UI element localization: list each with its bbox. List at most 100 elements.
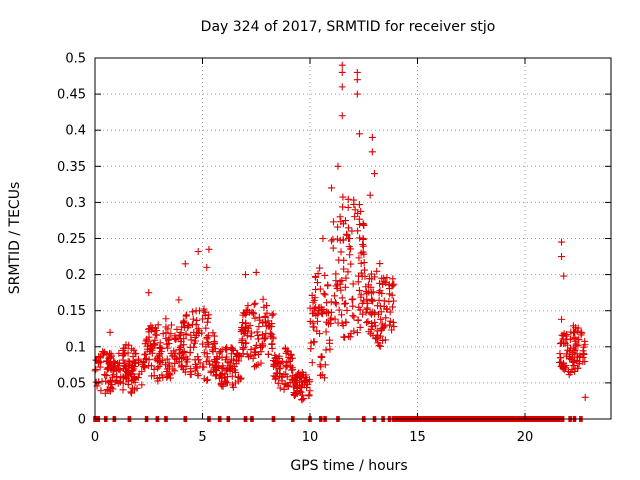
data-point: [572, 340, 580, 348]
data-point: [345, 243, 353, 251]
data-point: [336, 236, 344, 244]
data-point: [124, 381, 132, 389]
data-point: [321, 272, 329, 280]
data-point: [164, 365, 172, 373]
data-point: [332, 270, 340, 278]
data-point: [250, 301, 258, 309]
data-point: [166, 374, 174, 382]
data-point: [191, 337, 199, 345]
data-point: [223, 344, 231, 352]
data-point: [338, 276, 346, 284]
data-point: [229, 381, 236, 389]
data-point: [310, 323, 318, 331]
data-point: [570, 328, 578, 336]
x-axis-label: GPS time / hours: [290, 458, 407, 474]
data-point: [581, 358, 589, 366]
data-point: [224, 379, 232, 387]
data-point: [164, 325, 172, 333]
data-point: [380, 277, 388, 285]
data-point: [213, 354, 221, 362]
data-point: [580, 350, 588, 358]
data-point: [360, 259, 368, 267]
data-point: [293, 386, 301, 394]
data-point: [344, 224, 352, 232]
data-point: [306, 317, 314, 325]
data-point: [382, 314, 390, 322]
data-point: [95, 378, 103, 386]
y-tick-label: 0.5: [65, 52, 86, 67]
data-point: [141, 364, 149, 372]
data-point: [262, 334, 270, 342]
data-point: [323, 299, 331, 307]
data-point: [234, 352, 242, 360]
data-point: [148, 372, 156, 380]
data-point: [354, 227, 362, 235]
data-point: [148, 346, 156, 354]
data-point: [178, 362, 186, 370]
data-point: [349, 280, 357, 288]
data-point: [186, 370, 194, 378]
data-point: [353, 90, 361, 98]
data-point: [326, 339, 334, 347]
data-point: [209, 329, 217, 337]
data-point: [567, 356, 575, 364]
data-point: [275, 352, 283, 360]
data-point: [292, 373, 300, 381]
data-point: [334, 162, 342, 170]
y-tick-label: 0: [78, 413, 86, 428]
data-point: [251, 344, 259, 352]
data-point: [377, 308, 385, 316]
data-point: [151, 340, 159, 348]
data-point: [106, 358, 114, 366]
data-point: [145, 333, 153, 341]
data-point: [229, 345, 237, 353]
data-point: [291, 392, 299, 400]
data-point: [578, 329, 586, 337]
data-point: [569, 349, 577, 357]
data-point: [190, 328, 198, 336]
data-point: [283, 358, 291, 366]
chart-title: Day 324 of 2017, SRMTID for receiver stj…: [201, 19, 496, 35]
data-point: [124, 368, 132, 376]
data-point: [107, 364, 115, 372]
data-point: [297, 388, 305, 396]
data-point: [310, 338, 318, 346]
data-point: [195, 329, 203, 337]
data-point: [288, 354, 296, 362]
data-point: [323, 318, 331, 326]
data-point: [364, 281, 372, 289]
data-point: [364, 318, 372, 326]
data-point: [267, 323, 275, 331]
data-point: [124, 363, 132, 371]
data-point: [366, 191, 374, 199]
data-point: [297, 374, 305, 382]
data-point: [107, 376, 115, 384]
data-point: [155, 362, 163, 370]
data-point: [157, 347, 165, 355]
data-point: [382, 279, 390, 287]
data-point: [258, 331, 266, 339]
data-point: [173, 325, 181, 333]
data-point: [376, 342, 384, 350]
data-point: [322, 328, 330, 336]
data-point: [275, 365, 283, 373]
data-point: [116, 366, 124, 374]
data-point: [142, 350, 150, 358]
data-point: [102, 357, 110, 365]
data-point: [217, 379, 225, 387]
data-point: [569, 322, 577, 330]
data-point: [353, 68, 361, 76]
data-point: [257, 359, 265, 367]
data-point: [241, 309, 249, 317]
data-point: [175, 346, 183, 354]
data-point: [253, 328, 261, 336]
data-point: [343, 230, 351, 238]
data-point: [159, 330, 167, 338]
data-point: [190, 343, 198, 351]
data-point: [566, 335, 574, 343]
data-point: [123, 375, 131, 383]
data-point: [356, 234, 364, 242]
data-point: [282, 361, 290, 369]
data-point: [203, 318, 211, 326]
data-point: [339, 220, 347, 228]
